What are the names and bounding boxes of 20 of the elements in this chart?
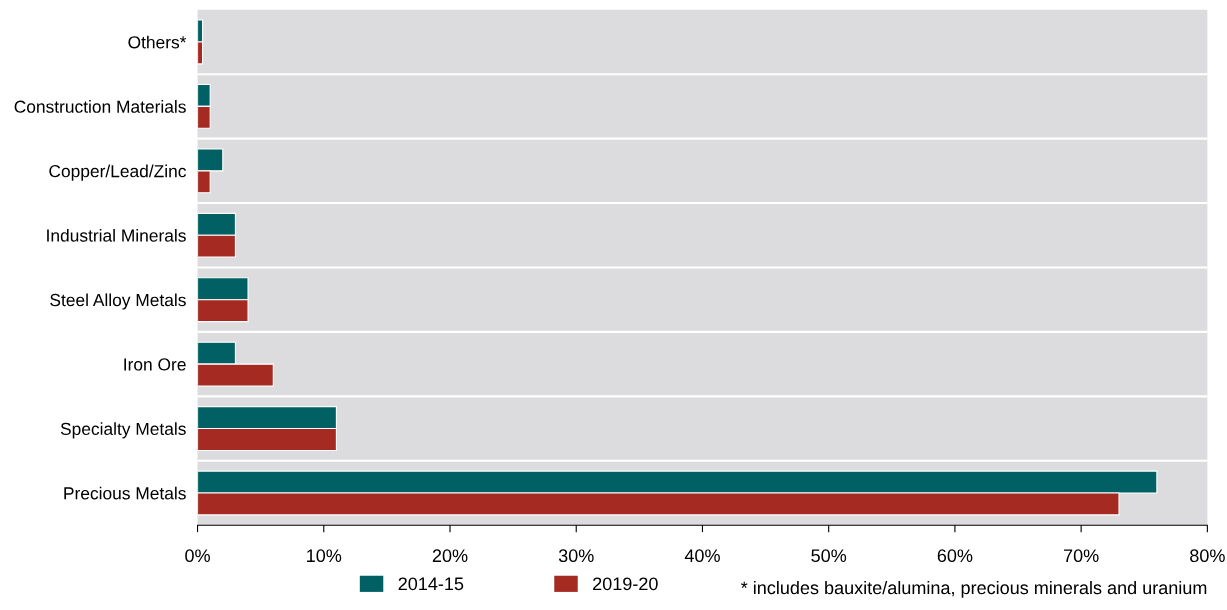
x-tick-label: 60% [937,549,973,563]
y-tick-label: Construction Materials [14,100,186,113]
x-tick-label: 50% [811,549,847,563]
y-tick-label: Others* [128,35,187,49]
x-tick-label: 10% [307,549,342,563]
x-tick-label: 20% [432,549,468,563]
legend-label: 2014-15 [398,577,464,591]
x-tick-label: 80% [1190,549,1225,563]
x-tick-label: 30% [558,549,594,563]
x-tick-label: 0% [185,549,210,563]
y-tick-label: Iron Ore [124,358,186,371]
y-tick-label: Specialty Metals [60,422,186,439]
y-tick-label: Industrial Minerals [47,228,186,242]
legend-label: 2019-20 [593,577,658,591]
text: * includes bauxite/alumina, precious minerals and uranium [741,580,1207,598]
x-tick-label: 70% [1064,549,1099,563]
x-tick-label: 40% [684,549,720,563]
y-tick-label: Copper/Lead/Zinc [49,164,186,181]
y-tick-label: Steel Alloy Metals [50,293,186,310]
y-tick-label: Precious Metals [64,486,186,500]
